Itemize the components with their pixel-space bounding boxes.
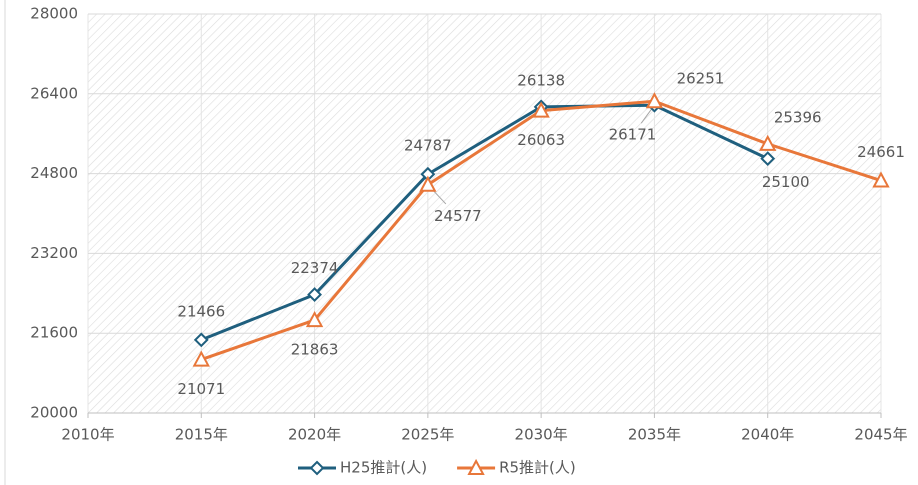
data-label: 26063	[517, 131, 565, 149]
data-label: 25100	[762, 173, 810, 191]
x-tick-label: 2030年	[515, 426, 568, 444]
point-marker	[872, 171, 890, 188]
x-tick-label: 2040年	[741, 426, 794, 444]
x-tick-label: 2020年	[288, 426, 341, 444]
point-marker	[532, 101, 550, 118]
x-tick-label: 2015年	[175, 426, 228, 444]
data-label: 21863	[291, 341, 339, 359]
legend-label: R5推計(人)	[499, 459, 576, 477]
y-tick-label: 26400	[30, 84, 78, 102]
y-tick-label: 28000	[30, 5, 78, 23]
data-label: 26171	[609, 126, 657, 144]
point-marker	[760, 151, 776, 167]
point-marker	[193, 332, 209, 348]
point-marker	[307, 287, 322, 303]
point-marker	[192, 350, 210, 367]
point-marker	[759, 134, 777, 151]
y-tick-label: 23200	[30, 244, 78, 262]
data-label: 26138	[517, 71, 565, 89]
series-line	[200, 103, 769, 342]
plot-area	[88, 14, 881, 413]
data-label: 21071	[177, 380, 225, 398]
x-tick-label: 2045年	[854, 426, 907, 444]
y-tick-label: 21600	[30, 324, 78, 342]
data-label: 25396	[774, 108, 822, 126]
data-label: 26251	[677, 70, 725, 88]
data-label: 24577	[434, 207, 482, 225]
data-label: 24787	[404, 137, 452, 155]
data-label: 24661	[857, 143, 905, 161]
legend-marker	[467, 458, 485, 475]
x-tick-label: 2025年	[401, 426, 454, 444]
x-tick-label: 2035年	[628, 426, 681, 444]
y-tick-label: 24800	[30, 164, 78, 182]
data-label: 22374	[291, 259, 339, 277]
y-tick-label: 20000	[30, 404, 78, 422]
point-marker	[305, 310, 324, 328]
point-marker	[419, 175, 437, 192]
legend-marker	[309, 460, 325, 476]
legend-label: H25推計(人)	[340, 459, 427, 477]
point-marker	[645, 92, 664, 109]
x-tick-label: 2010年	[61, 426, 114, 444]
data-label: 21466	[177, 302, 225, 320]
